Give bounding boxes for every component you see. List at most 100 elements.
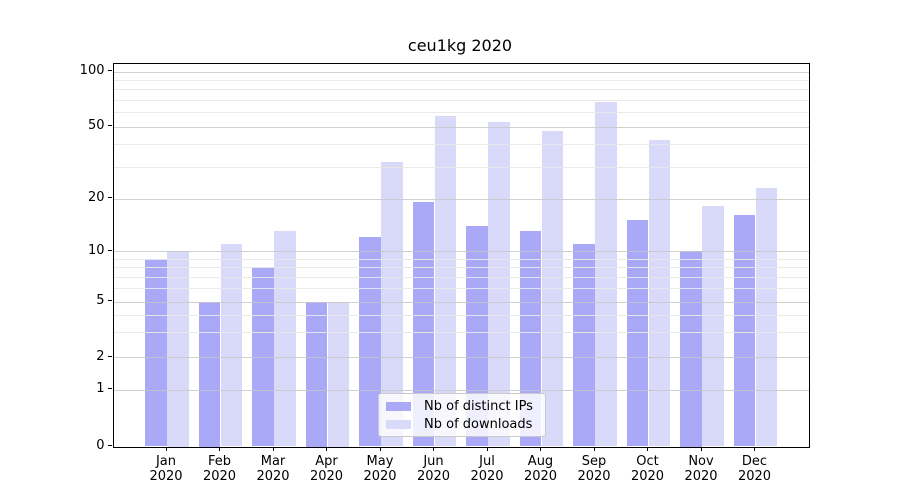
y-tick-label-2: 2: [96, 348, 105, 364]
bar-distinct-ips-May: [359, 237, 381, 447]
bar-distinct-ips-Jul: [466, 225, 488, 447]
x-tick-year-Jun: 2020: [416, 468, 451, 484]
bar-downloads-Apr: [327, 301, 350, 447]
x-tick-label-Mar: Mar 2020: [246, 454, 300, 484]
x-tick-year-May: 2020: [363, 468, 397, 484]
x-tick-mark-Oct: [647, 446, 649, 451]
y-tick-mark-10: [108, 249, 112, 251]
bar-downloads-May: [381, 161, 403, 447]
y-tick-label-50: 50: [87, 118, 105, 133]
gridline-minor-70: [113, 99, 809, 101]
x-tick-mark-Feb: [219, 446, 221, 451]
legend-row-distinct-ips: Nb of distinct IPs: [386, 399, 545, 414]
x-tick-mark-Nov: [700, 446, 702, 451]
gridline-major-10: [113, 251, 809, 252]
y-tick-label-5: 5: [96, 293, 105, 308]
bar-distinct-ips-Mar: [252, 267, 274, 447]
x-tick-label-May: May 2020: [353, 454, 407, 484]
x-tick-label-Dec: Dec 2020: [728, 454, 782, 484]
plot-area: [112, 62, 810, 448]
gridline-minor-3: [113, 332, 809, 334]
bar-downloads-Nov: [702, 206, 724, 447]
legend-label-downloads: Nb of downloads: [424, 416, 533, 432]
x-tick-label-Jun: Jun 2020: [407, 454, 461, 484]
y-tick-label-20: 20: [87, 190, 105, 205]
x-tick-year-Sep: 2020: [577, 468, 611, 484]
bar-distinct-ips-Jan: [145, 258, 167, 447]
bar-distinct-ips-Sep: [573, 243, 595, 447]
x-tick-mark-Jan: [165, 446, 167, 451]
legend-swatch-downloads: [386, 419, 411, 429]
gridline-major-100: [113, 71, 809, 73]
x-tick-mark-Dec: [754, 446, 756, 451]
bar-distinct-ips-Apr: [305, 301, 328, 447]
y-tick-mark-5: [108, 300, 112, 302]
gridline-minor-40: [113, 144, 809, 146]
gridline-major-2: [113, 357, 809, 358]
x-tick-year-Aug: 2020: [523, 468, 558, 484]
y-tick-mark-20: [108, 197, 112, 199]
gridline-major-50: [113, 126, 809, 128]
gridline-minor-60: [113, 112, 809, 114]
bar-distinct-ips-Nov: [680, 251, 702, 447]
gridline-minor-8: [113, 267, 809, 269]
x-tick-year-Jul: 2020: [470, 468, 504, 484]
x-tick-label-Jul: Jul 2020: [460, 454, 514, 484]
y-tick-mark-2: [108, 355, 112, 357]
bar-distinct-ips-Aug: [519, 231, 542, 447]
x-tick-label-Aug: Aug 2020: [514, 454, 568, 484]
y-tick-label-10: 10: [87, 242, 105, 258]
x-tick-label-Nov: Nov 2020: [674, 454, 728, 484]
y-tick-mark-1: [108, 388, 112, 390]
gridline-major-5: [113, 301, 809, 303]
gridline-minor-80: [113, 89, 809, 91]
y-tick-mark-50: [108, 125, 112, 127]
bar-downloads-Jan: [167, 251, 189, 447]
bar-downloads-Oct: [648, 140, 671, 447]
x-tick-mark-Mar: [272, 446, 274, 451]
x-tick-year-Jan: 2020: [149, 468, 183, 484]
gridline-minor-7: [113, 276, 809, 278]
x-tick-year-Oct: 2020: [630, 468, 665, 484]
y-tick-label-1: 1: [96, 381, 105, 396]
legend-swatch-distinct-ips: [386, 401, 411, 411]
gridline-minor-30: [113, 166, 809, 168]
legend: Nb of distinct IPs Nb of downloads: [378, 393, 546, 437]
y-tick-mark-0: [108, 445, 112, 447]
gridline-minor-6: [113, 288, 809, 290]
gridline-major-1: [113, 389, 809, 391]
gridline-major-20: [113, 198, 809, 200]
x-tick-year-Dec: 2020: [737, 468, 772, 484]
x-tick-label-Oct: Oct 2020: [621, 454, 675, 484]
y-tick-label-100: 100: [79, 63, 105, 78]
bar-downloads-Dec: [755, 187, 778, 447]
x-tick-mark-Aug: [540, 446, 542, 451]
chart-title: ceu1kg 2020: [407, 36, 513, 55]
x-tick-mark-Jun: [433, 446, 435, 451]
x-tick-label-Jan: Jan 2020: [139, 454, 193, 484]
legend-label-distinct-ips: Nb of distinct IPs: [424, 398, 533, 414]
gridline-minor-9: [113, 258, 809, 260]
x-tick-mark-Apr: [326, 446, 328, 451]
x-tick-mark-Sep: [593, 446, 595, 451]
legend-row-downloads: Nb of downloads: [386, 417, 545, 432]
x-tick-year-Nov: 2020: [684, 468, 718, 484]
x-tick-year-Mar: 2020: [256, 468, 290, 484]
x-tick-year-Feb: 2020: [202, 468, 237, 484]
y-tick-label-0: 0: [96, 438, 105, 453]
bar-downloads-Feb: [220, 243, 243, 447]
bar-distinct-ips-Feb: [198, 301, 221, 447]
x-tick-label-Feb: Feb 2020: [193, 454, 247, 484]
bar-distinct-ips-Jun: [412, 202, 435, 447]
bar-downloads-Mar: [274, 231, 296, 447]
bar-downloads-Sep: [595, 102, 617, 447]
gridline-minor-90: [113, 79, 809, 81]
x-tick-mark-Jul: [486, 446, 488, 451]
x-tick-label-Sep: Sep 2020: [567, 454, 621, 484]
bar-downloads-Jul: [488, 121, 510, 447]
y-tick-mark-100: [108, 70, 112, 72]
x-tick-mark-May: [379, 446, 381, 451]
gridline-minor-4: [113, 315, 809, 317]
x-tick-label-Apr: Apr 2020: [300, 454, 354, 484]
bar-distinct-ips-Dec: [733, 215, 756, 447]
